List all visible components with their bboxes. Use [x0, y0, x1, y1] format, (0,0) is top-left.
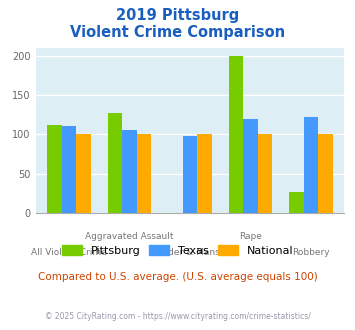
Bar [137, 134, 151, 213]
Legend: Pittsburg, Texas, National: Pittsburg, Texas, National [62, 245, 293, 256]
Text: Compared to U.S. average. (U.S. average equals 100): Compared to U.S. average. (U.S. average … [38, 272, 317, 282]
Text: Aggravated Assault: Aggravated Assault [85, 232, 174, 241]
Bar [76, 134, 91, 213]
Text: All Violent Crime: All Violent Crime [31, 248, 107, 256]
Bar [183, 136, 197, 213]
Text: Rape: Rape [239, 232, 262, 241]
Text: Murder & Mans...: Murder & Mans... [151, 248, 229, 256]
Bar [243, 118, 258, 213]
Bar [258, 134, 272, 213]
Bar [108, 113, 122, 213]
Bar [304, 117, 318, 213]
Bar [61, 126, 76, 213]
Bar [122, 130, 137, 213]
Text: 2019 Pittsburg: 2019 Pittsburg [116, 8, 239, 23]
Bar [197, 134, 212, 213]
Text: © 2025 CityRating.com - https://www.cityrating.com/crime-statistics/: © 2025 CityRating.com - https://www.city… [45, 312, 310, 321]
Bar [229, 56, 243, 213]
Text: Violent Crime Comparison: Violent Crime Comparison [70, 25, 285, 40]
Bar [289, 192, 304, 213]
Bar [318, 134, 333, 213]
Text: Robbery: Robbery [292, 248, 330, 256]
Bar [47, 125, 61, 213]
